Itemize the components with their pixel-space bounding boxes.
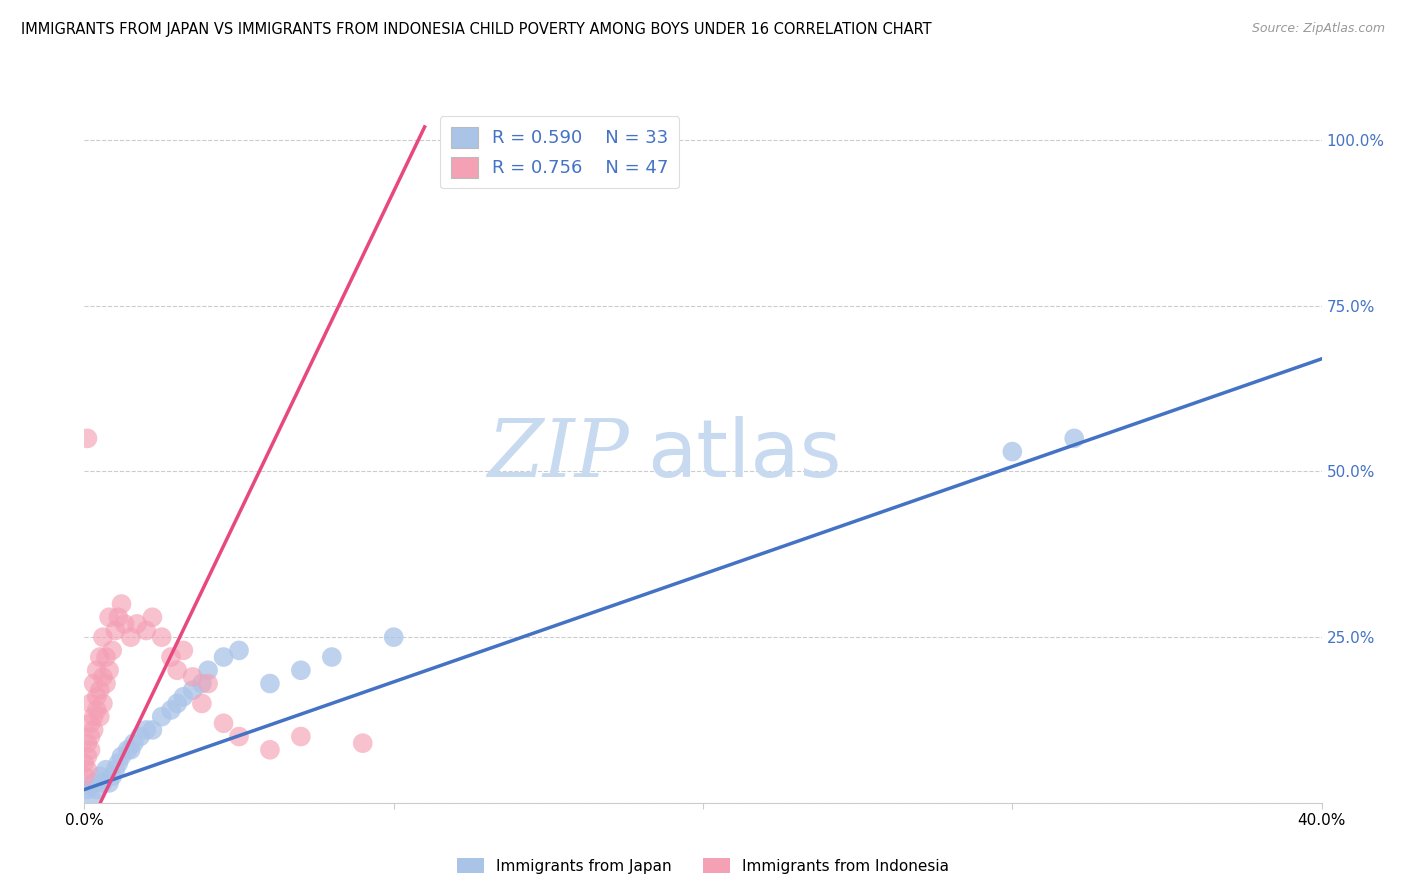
Point	[352, 736, 374, 750]
Point	[94, 650, 117, 665]
Point	[172, 643, 194, 657]
Point	[89, 709, 111, 723]
Point	[79, 697, 101, 711]
Point	[98, 663, 121, 677]
Point	[76, 736, 98, 750]
Point	[191, 697, 214, 711]
Text: Source: ZipAtlas.com: Source: ZipAtlas.com	[1251, 22, 1385, 36]
Point	[191, 676, 214, 690]
Point	[160, 650, 183, 665]
Point	[76, 431, 98, 445]
Point	[94, 763, 117, 777]
Point	[259, 743, 281, 757]
Point	[76, 763, 98, 777]
Point	[114, 616, 136, 631]
Text: atlas: atlas	[647, 416, 842, 494]
Point	[98, 776, 121, 790]
Point	[86, 663, 108, 677]
Point	[197, 676, 219, 690]
Point	[83, 676, 105, 690]
Point	[122, 736, 145, 750]
Point	[228, 730, 250, 744]
Point	[160, 703, 183, 717]
Point	[150, 630, 173, 644]
Point	[197, 663, 219, 677]
Point	[1063, 431, 1085, 445]
Point	[89, 769, 111, 783]
Point	[110, 749, 132, 764]
Point	[321, 650, 343, 665]
Point	[181, 683, 204, 698]
Point	[104, 763, 127, 777]
Point	[83, 723, 105, 737]
Point	[86, 690, 108, 704]
Legend: R = 0.590    N = 33, R = 0.756    N = 47: R = 0.590 N = 33, R = 0.756 N = 47	[440, 116, 679, 188]
Point	[141, 723, 163, 737]
Point	[181, 670, 204, 684]
Point	[91, 630, 114, 644]
Point	[107, 756, 129, 770]
Point	[76, 749, 98, 764]
Point	[86, 782, 108, 797]
Point	[150, 709, 173, 723]
Point	[125, 616, 148, 631]
Point	[172, 690, 194, 704]
Point	[135, 624, 157, 638]
Point	[120, 743, 142, 757]
Point	[104, 624, 127, 638]
Point	[382, 630, 405, 644]
Point	[135, 723, 157, 737]
Point	[73, 769, 96, 783]
Point	[117, 743, 139, 757]
Point	[166, 663, 188, 677]
Point	[228, 643, 250, 657]
Point	[89, 683, 111, 698]
Legend: Immigrants from Japan, Immigrants from Indonesia: Immigrants from Japan, Immigrants from I…	[450, 852, 956, 880]
Point	[89, 650, 111, 665]
Point	[290, 730, 312, 744]
Point	[290, 663, 312, 677]
Point	[83, 709, 105, 723]
Point	[79, 789, 101, 804]
Text: ZIP: ZIP	[486, 417, 628, 493]
Point	[101, 643, 124, 657]
Point	[91, 670, 114, 684]
Point	[212, 650, 235, 665]
Point	[110, 597, 132, 611]
Point	[83, 776, 105, 790]
Point	[91, 776, 114, 790]
Point	[1001, 444, 1024, 458]
Point	[94, 676, 117, 690]
Point	[212, 716, 235, 731]
Point	[86, 703, 108, 717]
Point	[91, 697, 114, 711]
Point	[98, 610, 121, 624]
Point	[166, 697, 188, 711]
Point	[259, 676, 281, 690]
Text: IMMIGRANTS FROM JAPAN VS IMMIGRANTS FROM INDONESIA CHILD POVERTY AMONG BOYS UNDE: IMMIGRANTS FROM JAPAN VS IMMIGRANTS FROM…	[21, 22, 932, 37]
Point	[79, 743, 101, 757]
Point	[76, 782, 98, 797]
Point	[79, 730, 101, 744]
Point	[120, 630, 142, 644]
Point	[79, 716, 101, 731]
Point	[129, 730, 152, 744]
Point	[73, 756, 96, 770]
Point	[101, 769, 124, 783]
Point	[107, 610, 129, 624]
Point	[141, 610, 163, 624]
